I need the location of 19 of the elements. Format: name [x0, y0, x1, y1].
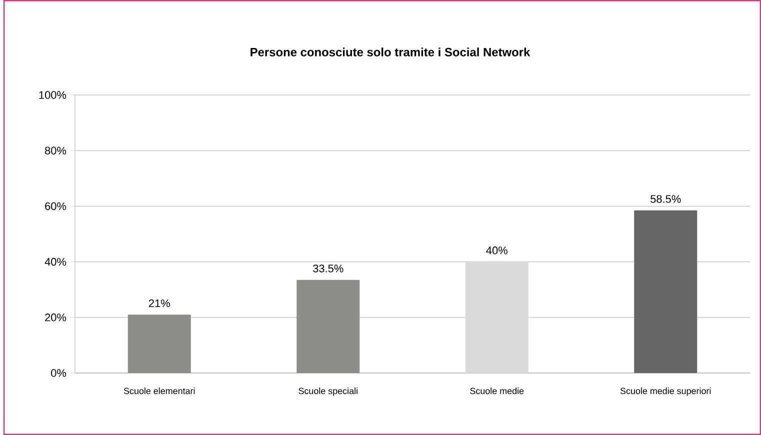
y-tick-label: 40%	[44, 258, 66, 266]
chart-title: Persone conosciute solo tramite i Social Network	[250, 48, 530, 56]
x-tick-label: Scuole speciali	[298, 388, 358, 396]
bar	[296, 280, 360, 373]
x-tick-label: Scuole medie superiori	[620, 388, 711, 396]
data-label: 33.5%	[313, 264, 344, 272]
data-label: 58.5%	[650, 195, 681, 203]
y-tick-label: 20%	[45, 314, 66, 322]
x-tick-label: Scuole elementari	[124, 388, 195, 394]
y-tick-label: 100%	[39, 91, 66, 99]
y-tick-label: 0%	[51, 369, 66, 377]
bar	[634, 210, 698, 373]
x-tick-label: Scuole medie	[470, 388, 524, 394]
data-label: 21%	[148, 299, 170, 308]
data-label: 40%	[486, 246, 508, 254]
y-tick-label: 80%	[45, 146, 66, 154]
y-tick-label: 60%	[45, 202, 66, 210]
bar	[128, 314, 191, 373]
bar	[465, 262, 528, 373]
